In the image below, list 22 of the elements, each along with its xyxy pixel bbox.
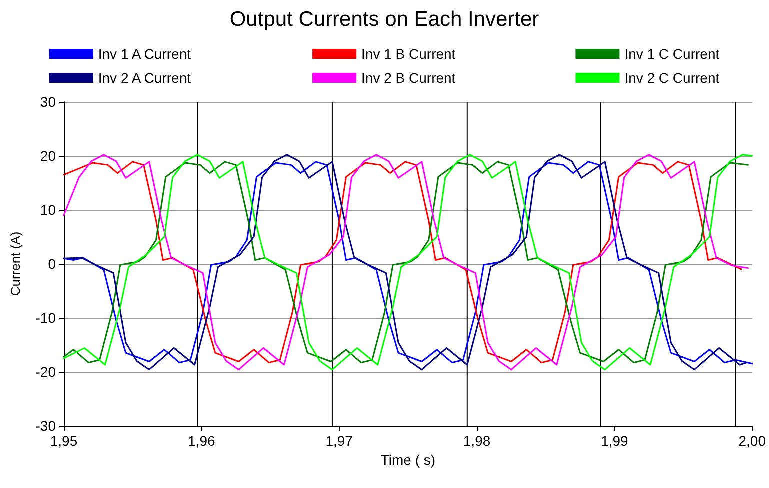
legend-label: Inv 2 B Current [362,70,456,86]
x-tick-label: 1,96 [188,433,216,449]
y-axis-title: Current (A) [8,232,23,296]
y-tick-label: 30 [40,94,56,110]
legend-label: Inv 1 B Current [362,46,456,62]
x-tick-label: 1,97 [326,433,354,449]
x-tick-label: 1,99 [601,433,629,449]
legend-label: Inv 1 C Current [624,46,720,62]
x-tick-label: 1,95 [50,433,78,449]
x-axis-title: Time ( s) [380,452,436,468]
y-tick-label: 20 [40,148,56,164]
y-tick-label: 10 [40,202,56,218]
legend-label: Inv 1 A Current [98,46,192,62]
y-tick-label: -30 [36,418,56,434]
y-tick-label: -20 [36,364,56,380]
y-tick-label: -10 [36,310,56,326]
x-tick-label: 1,98 [463,433,491,449]
chart-title: Output Currents on Each Inverter [230,8,540,31]
y-tick-label: 0 [48,256,56,272]
legend-label: Inv 2 C Current [624,70,720,86]
x-tick-label: 2,00 [738,433,766,449]
legend-label: Inv 2 A Current [98,70,192,86]
